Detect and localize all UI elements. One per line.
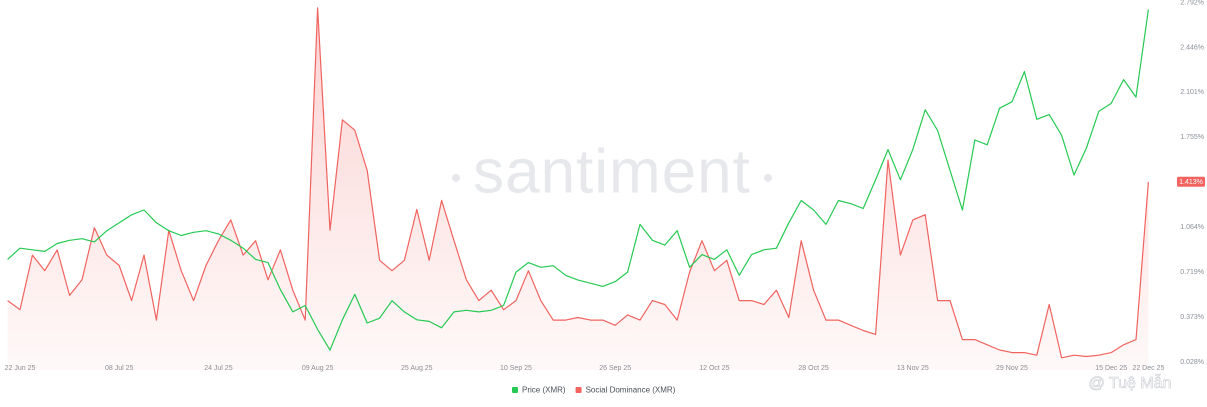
- y-tick-label: 2.792%: [1180, 0, 1204, 6]
- last-value-label: 1.413%: [1179, 179, 1203, 186]
- area-fill: [7, 7, 1149, 371]
- plot-area: 0.028% 0.373% 0.719% 1.064% 1.755% 2.101% 2.44…: [5, 0, 1205, 372]
- series-line: [7, 7, 1149, 359]
- legend-swatch: [575, 387, 582, 393]
- y-tick-label: 1.064%: [1180, 224, 1204, 231]
- y-tick-label: 1.755%: [1180, 134, 1204, 141]
- y-tick-label: 0.719%: [1180, 269, 1204, 276]
- watermark-dot: [452, 174, 460, 182]
- series-line: [7, 9, 1149, 351]
- y-tick-label: 2.101%: [1180, 89, 1204, 96]
- y-tick-label: 0.028%: [1180, 359, 1204, 366]
- watermark-dot: [764, 174, 772, 182]
- last-value-box: [1177, 176, 1205, 187]
- y-tick-label: 0.373%: [1180, 314, 1204, 321]
- y-tick-label: 2.446%: [1180, 44, 1204, 51]
- x-tick-label: 22 Dec 25: [1132, 365, 1164, 372]
- credit: @ Tuệ Mẫn: [1089, 373, 1172, 392]
- legend: Price (XMR) Social Dominance (XMR): [512, 386, 676, 395]
- legend-label: Social Dominance (XMR): [586, 386, 676, 395]
- legend-swatch: [512, 387, 518, 393]
- legend-label: Price (XMR): [522, 386, 566, 395]
- watermark: santiment: [473, 137, 751, 206]
